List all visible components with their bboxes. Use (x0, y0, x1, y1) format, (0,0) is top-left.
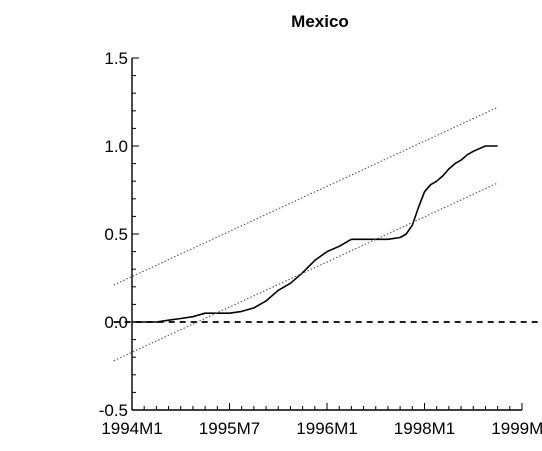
x-tick-label: 1996M1 (296, 419, 357, 438)
x-tick-label: 1995M7 (199, 419, 260, 438)
y-tick-label: 0.5 (104, 225, 128, 244)
series-layer (113, 106, 542, 362)
axes (131, 57, 523, 411)
series-line-band (113, 182, 498, 362)
x-tick-label: 1999M4 (491, 419, 542, 438)
ticks-layer: -0.5 0.0 0.5 1.0 1.5 1994M1 1995M7 1996M1 1998M1… (99, 49, 542, 438)
y-tick-label: 1.5 (104, 49, 128, 68)
x-tick-label: 1994M1 (101, 419, 162, 438)
series-line-actual (132, 145, 498, 323)
y-tick-label: 1.0 (104, 137, 128, 156)
y-tick-label: 0.0 (104, 313, 128, 332)
x-tick-label: 1998M1 (394, 419, 455, 438)
y-tick-label: -0.5 (99, 401, 128, 420)
chart-title: Mexico (291, 12, 349, 31)
series-line-band (113, 106, 498, 286)
